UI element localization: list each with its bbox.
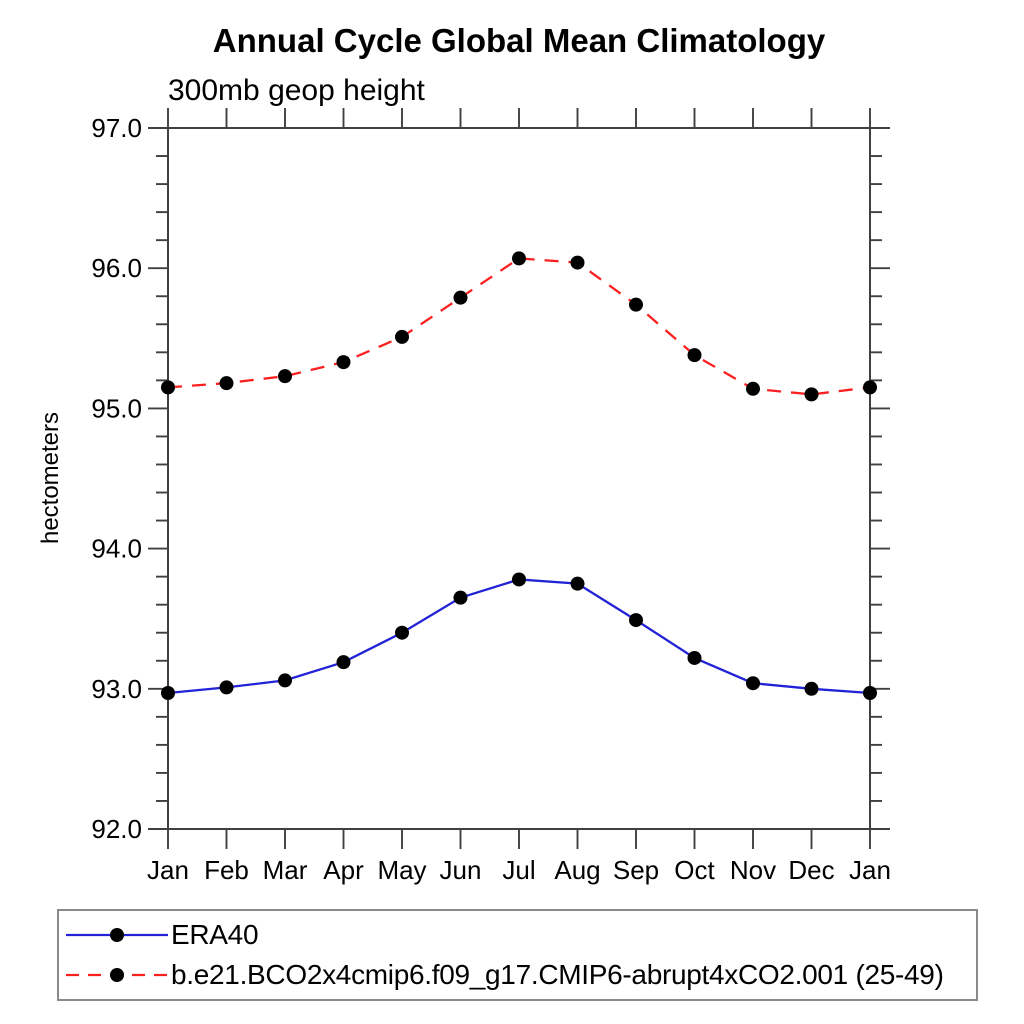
legend-row-model: b.e21.BCO2x4cmip6.f09_g17.CMIP6-abrupt4x… bbox=[59, 959, 976, 991]
svg-text:94.0: 94.0 bbox=[91, 534, 142, 564]
svg-text:May: May bbox=[377, 855, 426, 885]
legend-label-model: b.e21.BCO2x4cmip6.f09_g17.CMIP6-abrupt4x… bbox=[171, 959, 944, 990]
legend-label-era40: ERA40 bbox=[171, 919, 259, 950]
legend-row-era40: ERA40 bbox=[59, 919, 976, 951]
svg-text:Apr: Apr bbox=[323, 855, 364, 885]
svg-text:Sep: Sep bbox=[613, 855, 659, 885]
svg-text:Jun: Jun bbox=[440, 855, 482, 885]
svg-text:Jan: Jan bbox=[849, 855, 891, 885]
legend: ERA40 b.e21.BCO2x4cmip6.f09_g17.CMIP6-ab… bbox=[57, 909, 978, 1001]
svg-text:97.0: 97.0 bbox=[91, 113, 142, 143]
svg-text:Dec: Dec bbox=[788, 855, 834, 885]
chart-subtitle: 300mb geop height bbox=[168, 74, 426, 107]
y-axis-label: hectometers bbox=[37, 412, 64, 544]
svg-text:Aug: Aug bbox=[554, 855, 600, 885]
svg-text:Jan: Jan bbox=[147, 855, 189, 885]
model-dashed-line-sample-icon bbox=[66, 968, 168, 982]
era40-line-sample-icon bbox=[66, 928, 168, 942]
svg-text:Jul: Jul bbox=[502, 855, 535, 885]
svg-text:Mar: Mar bbox=[263, 855, 308, 885]
svg-text:95.0: 95.0 bbox=[91, 393, 142, 423]
svg-text:93.0: 93.0 bbox=[91, 674, 142, 704]
chart-title: Annual Cycle Global Mean Climatology bbox=[213, 22, 826, 59]
svg-text:Feb: Feb bbox=[204, 855, 249, 885]
svg-text:Oct: Oct bbox=[674, 855, 715, 885]
plot-series bbox=[161, 251, 877, 701]
svg-text:Nov: Nov bbox=[730, 855, 776, 885]
svg-text:92.0: 92.0 bbox=[91, 814, 142, 844]
svg-text:96.0: 96.0 bbox=[91, 253, 142, 283]
